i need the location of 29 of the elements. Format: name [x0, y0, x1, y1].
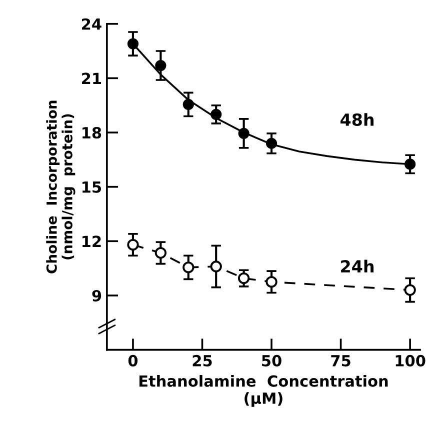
point	[238, 128, 250, 139]
point	[404, 158, 416, 170]
point	[266, 138, 278, 149]
y-tick-label: 21	[82, 72, 102, 84]
y-tick-label: 24	[82, 18, 102, 30]
point	[182, 98, 194, 110]
y-tick-label: 12	[82, 236, 101, 247]
y-axis-title: Choline Incorporation (nmol/mg protein)	[46, 100, 76, 274]
point	[127, 38, 139, 50]
point	[210, 108, 222, 120]
point	[154, 247, 167, 259]
point	[210, 260, 222, 272]
x-tick-label: 0	[128, 354, 138, 366]
x-tick-label: 25	[192, 354, 212, 366]
y-tick-label: 15	[82, 182, 101, 193]
point	[238, 272, 250, 284]
y-tick-label: 18	[82, 126, 102, 139]
x-tick-label: 75	[331, 355, 350, 366]
point	[404, 284, 416, 296]
point	[155, 60, 166, 72]
x-axis-title: Ethanolamine Concentration (µM)	[139, 375, 388, 407]
x-tick-label: 50	[262, 354, 282, 366]
y-tick-label: 9	[92, 290, 102, 302]
point	[266, 276, 278, 288]
text: 48h	[340, 113, 374, 126]
point	[182, 262, 194, 274]
series-label: 24h	[341, 260, 374, 272]
point	[127, 238, 139, 251]
x-tick-label: 100	[396, 354, 426, 366]
